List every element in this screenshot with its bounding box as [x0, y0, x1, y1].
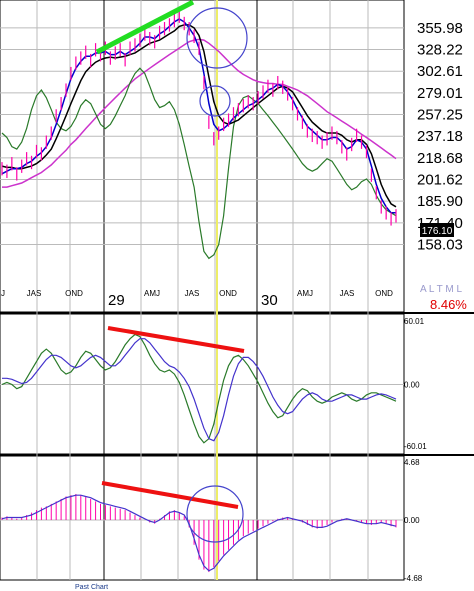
month-label: JAS	[340, 289, 355, 298]
month-label: OND	[375, 289, 393, 298]
price-tick-label: 355.98	[417, 20, 463, 37]
long-ma-line	[2, 38, 397, 188]
month-label: AMJ	[297, 289, 313, 298]
past-chart-link[interactable]: Past Chart	[75, 584, 108, 591]
overlay-line	[1, 67, 397, 260]
hist-tick-label: 4.68	[404, 458, 420, 467]
highlight-circle	[186, 7, 248, 69]
price-tick-label: 185.90	[417, 193, 463, 210]
hist-signal-line	[1, 494, 397, 572]
year-label: 30	[261, 292, 278, 309]
highlight-circle	[186, 485, 244, 543]
month-label: JAS	[27, 289, 42, 298]
hist-tick-label: -4.68	[404, 574, 423, 583]
price-tick-label: 302.61	[417, 63, 463, 80]
month-label: OND	[219, 289, 237, 298]
oscillator-plot	[1, 333, 397, 444]
price-tick-label: 257.25	[417, 107, 463, 124]
hist-tick-label: 0.00	[404, 516, 420, 525]
change-label: 8.46%	[430, 297, 467, 312]
osc-slow-line	[2, 338, 397, 442]
mid-ma-line	[1, 24, 397, 208]
annotations	[95, 0, 248, 543]
toggle-label[interactable]: A L T M L	[420, 284, 462, 295]
price-tick-label: 279.01	[417, 85, 463, 102]
highlight-circle	[199, 85, 231, 117]
price-tick-label: 328.22	[417, 42, 463, 59]
histogram-plot	[1, 493, 397, 573]
axis-labels: 355.98 328.22 302.61 279.01 257.25 237.18 218.…	[1, 20, 463, 583]
price-plot	[1, 9, 397, 260]
osc-tick-label: 0.00	[404, 381, 420, 390]
month-label: AMJ	[144, 289, 160, 298]
osc-tick-label: 60.01	[404, 317, 425, 326]
price-tick-label: 158.03	[417, 237, 463, 254]
year-label: 29	[108, 292, 125, 309]
price-panel	[0, 0, 405, 313]
price-tick-label: 201.62	[417, 172, 463, 189]
osc-fast-line	[1, 333, 397, 444]
last-price-box	[420, 223, 454, 237]
price-tick-label: 237.18	[417, 128, 463, 145]
price-tick-label: 218.68	[417, 150, 463, 167]
month-label: OND	[65, 289, 83, 298]
green-trendline	[95, 0, 195, 55]
osc-tick-label: -60.01	[404, 442, 427, 451]
month-label: J	[1, 289, 5, 298]
last-price-label: 176.10	[422, 226, 453, 237]
month-label: JAS	[185, 289, 200, 298]
red-trendline	[101, 481, 239, 509]
red-trendline	[107, 326, 245, 353]
